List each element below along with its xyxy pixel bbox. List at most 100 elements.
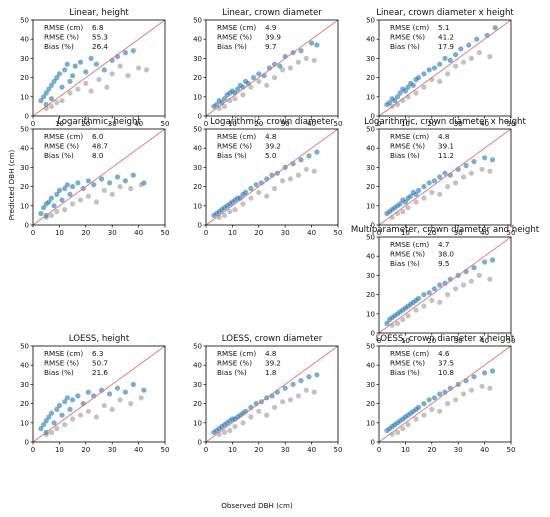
stat-label: RMSE (cm) <box>44 132 83 141</box>
plot-frame <box>378 19 512 117</box>
data-point <box>277 63 283 69</box>
data-point <box>437 282 443 288</box>
data-point <box>70 184 76 190</box>
stat-label: RMSE (%) <box>390 250 425 259</box>
data-point <box>128 401 134 407</box>
data-point <box>429 189 435 195</box>
data-point <box>54 100 60 106</box>
stat-label: RMSE (%) <box>390 33 425 42</box>
data-point <box>479 383 485 389</box>
stat-value: 37.5 <box>438 359 454 368</box>
data-point <box>54 426 60 432</box>
x-tick-label: 30 <box>281 120 290 128</box>
x-tick-label: 40 <box>134 229 143 237</box>
x-tick-label: 10 <box>228 120 237 128</box>
panel-title: Logarithmic, crown diameter <box>210 117 334 127</box>
data-point <box>141 387 147 393</box>
x-tick-label: 0 <box>31 120 35 128</box>
data-point <box>85 389 91 395</box>
x-tick-label: 50 <box>161 229 170 237</box>
y-tick-label: 30 <box>366 272 375 280</box>
x-tick-label: 20 <box>427 337 436 345</box>
data-point <box>476 50 482 56</box>
data-point <box>437 408 443 414</box>
data-point <box>48 103 55 109</box>
data-point <box>303 387 309 393</box>
x-tick-label: 50 <box>507 229 516 237</box>
data-point <box>136 65 142 71</box>
data-point <box>468 387 474 393</box>
data-point <box>51 78 57 84</box>
x-tick-label: 50 <box>507 337 516 345</box>
stat-label: RMSE (%) <box>217 142 252 151</box>
x-tick-label: 30 <box>454 120 463 128</box>
y-tick-label: 0 <box>371 439 375 447</box>
data-point <box>298 378 304 384</box>
data-point <box>437 191 443 197</box>
y-tick-label: 20 <box>193 183 202 191</box>
stat-value: 9.5 <box>438 259 449 268</box>
stat-label: RMSE (cm) <box>217 23 256 32</box>
data-point <box>91 182 97 188</box>
data-point <box>41 94 47 100</box>
stat-value: 38.0 <box>438 250 454 259</box>
data-point <box>232 207 238 213</box>
y-tick-label: 0 <box>371 330 375 338</box>
stat-label: RMSE (cm) <box>390 349 429 358</box>
y-tick-label: 30 <box>20 164 29 172</box>
y-tick-label: 50 <box>366 234 375 242</box>
data-point <box>413 199 419 205</box>
stat-value: 1.8 <box>265 368 277 377</box>
data-point <box>88 55 94 62</box>
data-point <box>64 395 70 401</box>
data-point <box>62 185 68 192</box>
data-point <box>468 170 474 176</box>
x-tick-label: 50 <box>334 229 343 237</box>
y-tick-label: 20 <box>366 74 375 82</box>
data-point <box>75 180 81 186</box>
y-tick-label: 30 <box>366 55 375 63</box>
x-tick-label: 20 <box>81 120 90 128</box>
data-point <box>431 395 437 401</box>
data-point <box>70 397 76 403</box>
stat-value: 26.4 <box>92 42 108 51</box>
y-tick-label: 30 <box>20 381 29 389</box>
panel-title: LOESS, crown diameter x height <box>376 334 515 344</box>
y-tick-label: 50 <box>193 343 202 351</box>
data-point <box>51 203 57 209</box>
data-point <box>235 86 241 92</box>
x-tick-label: 0 <box>204 120 208 128</box>
data-point <box>70 201 76 207</box>
stat-value: 6.0 <box>92 132 104 141</box>
data-point <box>48 429 55 435</box>
data-point <box>256 78 262 84</box>
data-point <box>256 408 262 414</box>
data-point <box>75 393 81 399</box>
y-tick-label: 50 <box>193 126 202 134</box>
stat-value: 11.2 <box>438 151 454 160</box>
data-point <box>272 404 278 410</box>
data-point <box>101 402 107 409</box>
stat-label: RMSE (cm) <box>44 349 83 358</box>
data-point <box>109 191 115 197</box>
data-point <box>487 53 493 60</box>
plot-frame <box>205 19 339 117</box>
identity-line <box>32 128 166 226</box>
data-point <box>421 412 427 418</box>
data-point <box>41 422 47 428</box>
data-point <box>141 180 147 186</box>
data-point <box>460 59 467 65</box>
y-tick-label: 20 <box>366 291 375 299</box>
stat-label: Bias (%) <box>44 368 74 377</box>
scatter-panel: Logarithmic, height001010202030304040505… <box>20 117 169 237</box>
x-tick-label: 30 <box>281 446 290 454</box>
stat-value: 8.0 <box>92 151 104 160</box>
data-point <box>460 282 467 288</box>
x-tick-label: 10 <box>55 229 64 237</box>
stat-label: RMSE (cm) <box>390 132 429 141</box>
y-tick-label: 50 <box>193 17 202 25</box>
data-point <box>272 75 278 81</box>
data-point <box>51 420 57 426</box>
data-point <box>143 67 150 73</box>
y-tick-label: 10 <box>193 202 202 210</box>
